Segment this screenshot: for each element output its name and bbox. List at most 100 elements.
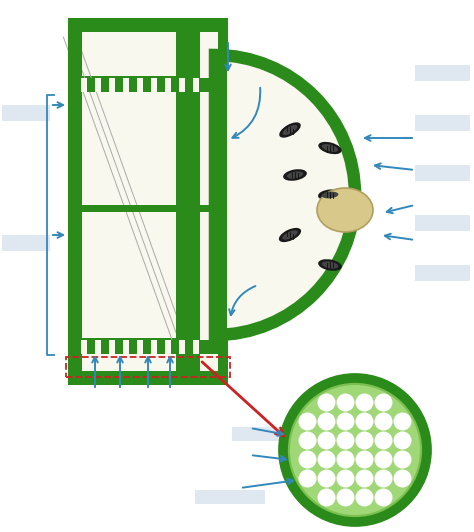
Bar [68, 340, 190, 354]
Circle shape [318, 394, 336, 411]
Bar [123, 78, 129, 92]
Bar [190, 78, 228, 92]
Bar [157, 340, 165, 354]
Bar [109, 340, 115, 354]
Bar [68, 205, 190, 212]
Ellipse shape [279, 228, 301, 242]
Bar [190, 205, 228, 212]
Bar [190, 18, 200, 385]
Ellipse shape [322, 144, 338, 152]
Bar [211, 57, 227, 333]
Circle shape [290, 385, 420, 515]
Bar [165, 340, 171, 354]
Circle shape [356, 431, 374, 450]
Circle shape [318, 470, 336, 487]
Circle shape [318, 431, 336, 450]
Ellipse shape [318, 259, 342, 271]
Ellipse shape [73, 36, 185, 74]
Ellipse shape [279, 122, 301, 138]
Circle shape [283, 378, 427, 522]
Bar [179, 340, 185, 354]
Bar [81, 340, 87, 354]
Bar [81, 78, 87, 92]
Bar [82, 76, 176, 80]
Circle shape [356, 470, 374, 487]
Circle shape [356, 488, 374, 506]
Bar [415, 265, 470, 281]
Bar [190, 18, 228, 385]
Bar [415, 215, 470, 231]
Ellipse shape [282, 230, 298, 239]
Circle shape [393, 470, 411, 487]
Circle shape [374, 470, 392, 487]
Bar [129, 340, 137, 354]
Bar [143, 78, 151, 92]
Bar [129, 78, 137, 92]
Circle shape [374, 412, 392, 430]
Circle shape [337, 451, 355, 469]
Circle shape [393, 431, 411, 450]
Bar [165, 78, 171, 92]
Bar [87, 78, 95, 92]
Bar [87, 340, 95, 354]
Circle shape [337, 394, 355, 411]
Bar [157, 78, 165, 92]
Ellipse shape [317, 188, 373, 232]
Bar [68, 18, 82, 385]
Bar [151, 78, 157, 92]
Circle shape [374, 431, 392, 450]
Ellipse shape [322, 261, 338, 269]
Bar [176, 18, 190, 385]
Wedge shape [215, 55, 355, 335]
Circle shape [337, 488, 355, 506]
Bar [68, 78, 190, 92]
Circle shape [393, 412, 411, 430]
Bar [68, 371, 190, 385]
Bar [82, 338, 176, 342]
Bar [68, 18, 190, 32]
Bar [101, 78, 109, 92]
Circle shape [374, 451, 392, 469]
Circle shape [356, 451, 374, 469]
Bar [68, 78, 190, 92]
Bar [190, 340, 228, 354]
Circle shape [337, 412, 355, 430]
Bar [95, 78, 101, 92]
Bar [415, 165, 470, 181]
Ellipse shape [287, 171, 303, 179]
Bar [415, 65, 470, 81]
Ellipse shape [283, 125, 298, 135]
Circle shape [356, 412, 374, 430]
Bar [185, 340, 193, 354]
Circle shape [318, 451, 336, 469]
Bar [68, 340, 190, 354]
Bar [179, 78, 185, 92]
Bar [176, 18, 190, 385]
Circle shape [299, 451, 317, 469]
Bar [73, 340, 81, 354]
Bar [415, 115, 470, 131]
Bar [68, 18, 190, 32]
Circle shape [374, 394, 392, 411]
Bar [190, 371, 228, 385]
Bar [193, 78, 199, 92]
Ellipse shape [318, 189, 342, 201]
Circle shape [356, 394, 374, 411]
Bar [115, 78, 123, 92]
Bar [171, 78, 179, 92]
Bar [68, 18, 190, 385]
Bar [109, 78, 115, 92]
Bar [218, 18, 228, 385]
Bar [73, 78, 81, 92]
Bar [68, 205, 190, 212]
Circle shape [299, 431, 317, 450]
Bar [137, 340, 143, 354]
Bar [171, 340, 179, 354]
Circle shape [299, 412, 317, 430]
Ellipse shape [73, 114, 185, 318]
Circle shape [337, 470, 355, 487]
Bar [66, 357, 230, 377]
Bar [151, 340, 157, 354]
Bar [115, 340, 123, 354]
Circle shape [318, 412, 336, 430]
